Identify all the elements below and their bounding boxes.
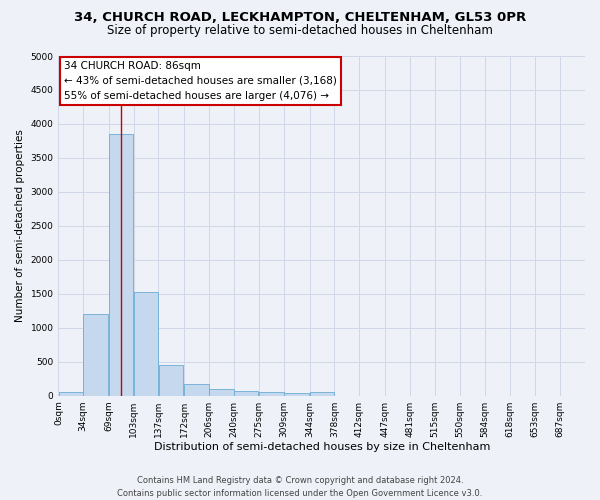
Text: Contains HM Land Registry data © Crown copyright and database right 2024.
Contai: Contains HM Land Registry data © Crown c… [118,476,482,498]
Bar [234,392,259,396]
Text: 34 CHURCH ROAD: 86sqm
← 43% of semi-detached houses are smaller (3,168)
55% of s: 34 CHURCH ROAD: 86sqm ← 43% of semi-deta… [64,61,337,100]
Bar [209,389,233,396]
Bar [83,314,108,396]
Bar [310,392,334,396]
Bar [158,365,183,396]
Bar [284,394,309,396]
Text: Size of property relative to semi-detached houses in Cheltenham: Size of property relative to semi-detach… [107,24,493,37]
Text: 34, CHURCH ROAD, LECKHAMPTON, CHELTENHAM, GL53 0PR: 34, CHURCH ROAD, LECKHAMPTON, CHELTENHAM… [74,11,526,24]
Bar [134,292,158,396]
Y-axis label: Number of semi-detached properties: Number of semi-detached properties [15,130,25,322]
Bar [109,134,133,396]
X-axis label: Distribution of semi-detached houses by size in Cheltenham: Distribution of semi-detached houses by … [154,442,490,452]
Bar [259,392,284,396]
Bar [184,384,209,396]
Bar [59,392,83,396]
